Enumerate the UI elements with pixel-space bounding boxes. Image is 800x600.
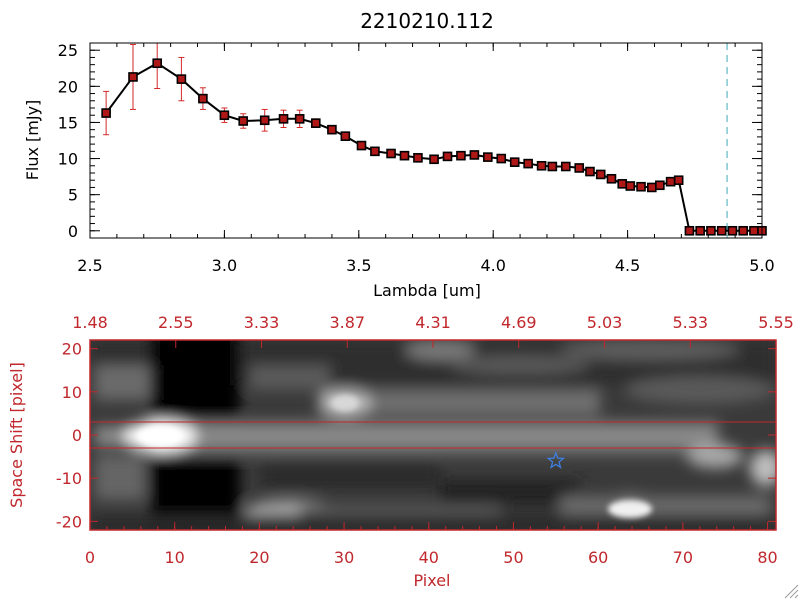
pixel-tick-label: 30 <box>334 548 354 567</box>
pixel-axis-label: Pixel <box>413 571 450 590</box>
data-point <box>665 176 676 187</box>
data-point <box>655 180 665 191</box>
wavelength-tick-label: 3.33 <box>244 313 280 332</box>
data-point <box>684 225 695 236</box>
data-point <box>310 118 321 128</box>
data-point <box>356 140 367 151</box>
data-point <box>219 110 230 121</box>
y-tick-label: 5 <box>68 186 78 205</box>
wavelength-tick-label: 4.69 <box>501 313 537 332</box>
shift-tick-label: -20 <box>56 512 82 531</box>
data-point <box>595 169 606 180</box>
data-point <box>617 179 628 189</box>
spectral-image <box>90 340 776 530</box>
y-tick-label: 10 <box>58 150 78 169</box>
data-point <box>198 93 208 104</box>
data-point <box>456 150 466 161</box>
space-shift-axis-label: Space Shift [pixel] <box>7 362 26 508</box>
data-point <box>327 124 337 135</box>
x-tick-label: 4.5 <box>615 256 640 275</box>
data-point <box>386 148 396 159</box>
x-tick-label: 2.5 <box>77 256 102 275</box>
data-point <box>413 153 423 163</box>
data-point <box>442 151 453 162</box>
data-point <box>340 131 351 141</box>
data-point <box>727 225 738 236</box>
data-point <box>152 58 162 69</box>
pixel-tick-label: 20 <box>249 548 269 567</box>
wavelength-tick-label: 1.48 <box>72 313 108 332</box>
wavelength-tick-label: 2.55 <box>158 313 194 332</box>
x-tick-label: 3.5 <box>346 256 371 275</box>
x-tick-label: 5.0 <box>749 256 774 275</box>
star-marker-icon <box>546 451 566 469</box>
data-point <box>749 225 759 236</box>
y-axis-label: Flux [mJy] <box>23 100 42 181</box>
data-point <box>547 161 558 172</box>
data-point <box>585 166 595 177</box>
shift-tick-label: 0 <box>72 426 82 445</box>
pixel-tick-label: 40 <box>419 548 439 567</box>
data-point <box>176 74 187 84</box>
spectral-image-panel: 0 10 20 30 40 50 60 70 80 -20 -10 0 10 20 1.48 2.55 3.33… <box>7 313 794 590</box>
data-point <box>101 108 111 118</box>
data-point <box>606 173 617 184</box>
data-point <box>259 115 270 126</box>
data-point <box>128 72 138 82</box>
wavelength-tick-label: 5.33 <box>672 313 708 332</box>
extraction-overlay <box>90 421 776 469</box>
pixel-tick-label: 50 <box>503 548 523 567</box>
data-point <box>238 116 249 126</box>
pixel-tick-label: 70 <box>673 548 693 567</box>
y-tick-label: 0 <box>68 222 78 241</box>
data-point <box>483 152 493 162</box>
data-point <box>636 181 646 192</box>
wavelength-tick-label: 4.31 <box>415 313 451 332</box>
data-point <box>625 181 636 191</box>
x-tick-label: 3.0 <box>212 256 237 275</box>
y-tick-label: 25 <box>58 41 78 60</box>
data-point <box>695 225 705 236</box>
pixel-tick-label: 60 <box>588 548 608 567</box>
y-tick-label: 20 <box>58 77 78 96</box>
shift-tick-label: -10 <box>56 469 82 488</box>
pixel-tick-label: 0 <box>85 548 95 567</box>
data-point <box>496 153 507 164</box>
data-point <box>574 163 585 173</box>
data-point <box>469 150 480 160</box>
resize-grip[interactable] <box>784 584 799 599</box>
wavelength-tick-label: 5.03 <box>587 313 623 332</box>
data-point <box>560 161 571 172</box>
x-axis-label: Lambda [um] <box>373 281 481 300</box>
data-point <box>523 158 533 169</box>
shift-tick-label: 10 <box>62 383 82 402</box>
image-axes: 0 10 20 30 40 50 60 70 80 -20 -10 0 10 20 1.48 2.55 3.33… <box>56 313 794 567</box>
x-tick-label: 4.0 <box>480 256 505 275</box>
series-line <box>105 62 762 232</box>
spectrum-frame <box>89 42 763 239</box>
spectrum-series <box>101 42 767 238</box>
spectrum-panel: 2210210.112 2.5 3.0 3.5 4.0 4.5 5.0 0 5 10 15 20 25… <box>23 9 775 300</box>
chart-title: 2210210.112 <box>360 9 494 33</box>
data-point <box>278 114 289 124</box>
wavelength-tick-label: 5.55 <box>758 313 794 332</box>
pixel-tick-label: 10 <box>165 548 185 567</box>
data-point <box>673 175 684 186</box>
pixel-tick-label: 80 <box>757 548 777 567</box>
y-tick-label: 15 <box>58 113 78 132</box>
data-point <box>716 225 727 236</box>
data-point <box>429 154 439 165</box>
wavelength-tick-label: 3.87 <box>329 313 365 332</box>
data-point <box>738 225 748 236</box>
data-point <box>509 157 520 167</box>
shift-tick-label: 20 <box>62 340 82 359</box>
data-point <box>294 114 305 124</box>
data-point <box>370 146 380 157</box>
data-point <box>706 225 716 236</box>
data-point <box>646 182 657 193</box>
data-point <box>536 160 547 171</box>
data-point <box>399 150 410 161</box>
